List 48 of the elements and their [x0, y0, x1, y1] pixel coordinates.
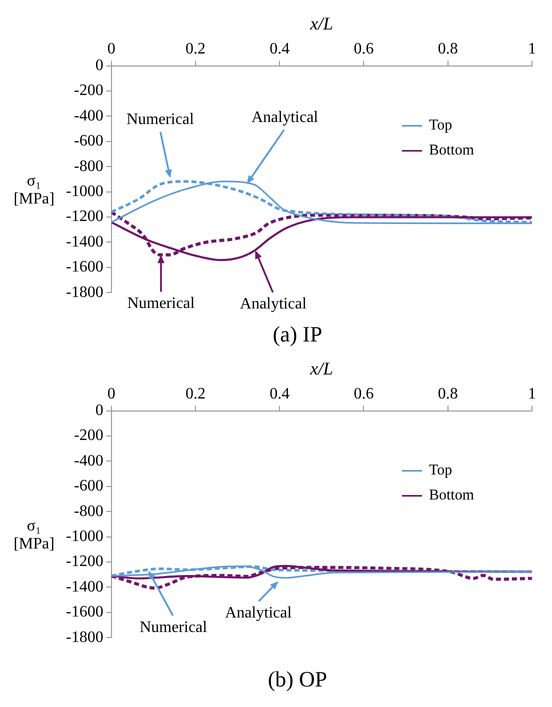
- annotation: Analytical: [225, 604, 292, 622]
- y-tick-label: -400: [74, 107, 104, 124]
- x-tick-label: 0.6: [354, 385, 374, 402]
- x-tick-label: 0.6: [354, 40, 374, 58]
- y-tick-label: -1400: [66, 578, 104, 596]
- y-tick-label: -1200: [66, 208, 104, 226]
- legend-label: Top: [429, 118, 452, 134]
- x-tick-label: 0: [107, 40, 116, 58]
- annotation: Numerical: [140, 618, 208, 636]
- x-tick-label: 0.8: [438, 385, 458, 402]
- y-tick-label: -1600: [66, 604, 104, 621]
- y-tick-label: -600: [74, 132, 104, 150]
- y-tick-label: -1000: [66, 183, 104, 200]
- y-tick-label: -1400: [66, 233, 104, 250]
- y-tick-label: -200: [74, 427, 104, 444]
- legend-label: Bottom: [429, 142, 474, 159]
- x-tick-label: 0.8: [438, 40, 458, 58]
- x-tick-label: 0: [107, 385, 116, 402]
- y-tick-label: -200: [74, 82, 104, 100]
- y-tick-label: -400: [74, 452, 104, 470]
- y-axis-title: σ₁ [MPa]: [14, 518, 54, 553]
- text: (b) OP: [268, 666, 328, 692]
- y-tick-label: -1600: [66, 258, 104, 276]
- y-tick-label: -1800: [66, 628, 104, 646]
- y-tick-label: -600: [74, 478, 104, 495]
- y-tick-label: -1800: [66, 284, 104, 301]
- x-tick-label: 1: [528, 385, 536, 402]
- x-axis-title: x/L: [309, 14, 334, 34]
- y-tick-label: 0: [95, 402, 104, 420]
- annotation: Analytical: [251, 109, 319, 126]
- y-tick-label: -1000: [66, 528, 104, 546]
- x-tick-label: 0.2: [185, 40, 206, 58]
- x-tick-label: 0.2: [185, 385, 206, 402]
- annotation: Numerical: [127, 295, 196, 312]
- y-tick-label: -800: [74, 502, 104, 520]
- y-tick-label: -1200: [66, 553, 104, 570]
- text: (a) IP: [272, 322, 322, 347]
- y-tick-label: 0: [95, 57, 104, 74]
- legend-label: Top: [429, 462, 452, 479]
- y-tick-label: -800: [74, 158, 104, 175]
- annotation: Numerical: [126, 111, 195, 128]
- y-axis-title: σ₁ [MPa]: [14, 172, 54, 208]
- x-axis-title: x/L: [309, 358, 334, 379]
- legend-label: Bottom: [429, 488, 474, 504]
- x-tick-label: 0.4: [270, 40, 290, 58]
- x-tick-label: 0.4: [270, 385, 290, 402]
- x-tick-label: 1: [528, 40, 536, 58]
- annotation: Analytical: [240, 296, 308, 313]
